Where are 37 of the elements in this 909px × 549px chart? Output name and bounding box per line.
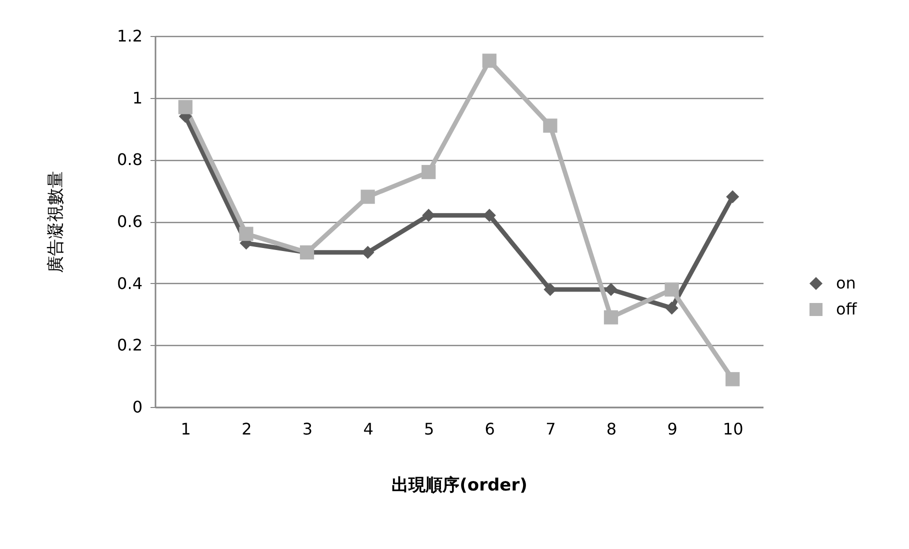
point <box>422 208 436 222</box>
point <box>360 190 375 204</box>
y-tick-label: 1.2 <box>117 26 142 46</box>
y-tick-label: 0.2 <box>117 336 142 355</box>
x-tick-label: 5 <box>424 420 434 438</box>
point <box>482 54 496 68</box>
x-tick-label: 6 <box>484 420 495 438</box>
x-tick-label: 3 <box>302 420 313 438</box>
y-tick-label: 0.4 <box>117 274 142 293</box>
x-tick-label: 7 <box>546 420 556 438</box>
x-tick-label: 8 <box>606 420 617 438</box>
point <box>665 302 678 315</box>
point <box>664 282 679 297</box>
y-tick-label: 0.8 <box>117 150 142 170</box>
x-tick-label: 9 <box>667 420 678 438</box>
y-tick-label: 1 <box>132 88 142 108</box>
y-tick-label: 0.6 <box>117 212 142 231</box>
point <box>544 283 557 296</box>
point <box>178 100 192 114</box>
y-tick-label: 0 <box>132 398 142 416</box>
x-tick-label: 10 <box>722 420 744 438</box>
point <box>543 118 558 133</box>
point <box>361 246 374 259</box>
x-tick-label: 2 <box>242 420 252 438</box>
y-axis-title: 廣告凝視數量 <box>46 171 66 273</box>
point <box>604 283 618 296</box>
point <box>239 226 254 241</box>
x-axis-title: 出現順序(order) <box>392 476 528 496</box>
legend-label: off <box>836 300 858 318</box>
point <box>482 208 496 222</box>
point <box>422 164 436 180</box>
x-tick-label: 1 <box>180 420 191 438</box>
legend-label: on <box>836 274 856 292</box>
point <box>604 310 618 324</box>
point <box>726 372 740 386</box>
x-tick-label: 4 <box>363 420 374 438</box>
point <box>726 190 740 204</box>
